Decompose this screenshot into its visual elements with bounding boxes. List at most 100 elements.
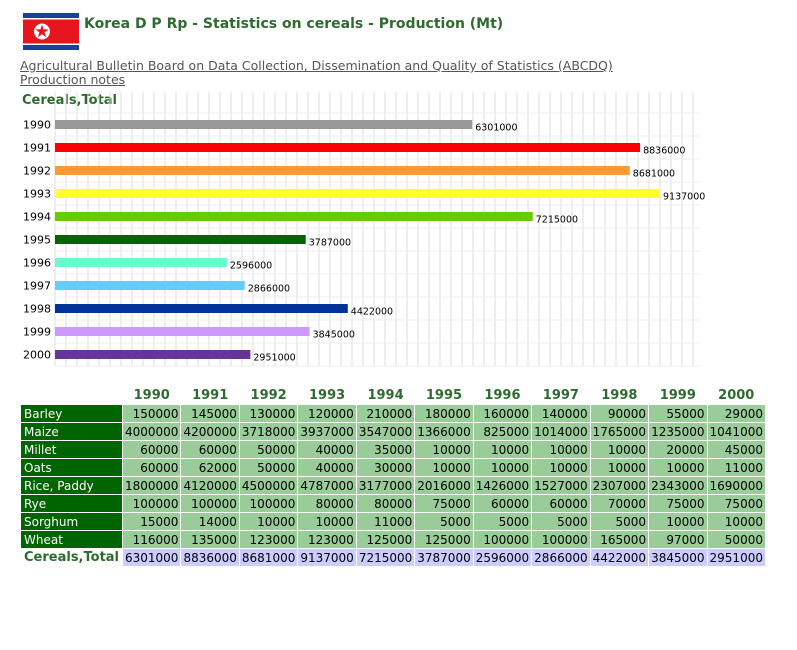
bar-1994 [55, 212, 533, 221]
table-cell: 123000 [298, 531, 356, 548]
table-cell: 10000 [590, 459, 649, 476]
table-cell: 15000 [123, 513, 181, 530]
row-label: Barley [21, 405, 122, 422]
row-label: Rice, Paddy [21, 477, 122, 494]
table-cell: 3177000 [356, 477, 415, 494]
table-cell: 1800000 [123, 477, 181, 494]
table-cell: 100000 [239, 495, 298, 512]
table-cell: 4000000 [123, 423, 181, 440]
table-cell: 10000 [298, 513, 356, 530]
table-cell: 1527000 [532, 477, 590, 494]
data-label-1999: 3845000 [313, 330, 355, 341]
year-header-1998: 1998 [590, 387, 649, 404]
bar-1995 [55, 235, 306, 244]
table-cell: 3547000 [356, 423, 415, 440]
year-header-2000: 2000 [707, 387, 765, 404]
year-header-1992: 1992 [239, 387, 298, 404]
table-cell: 2343000 [649, 477, 707, 494]
table-cell: 120000 [298, 405, 356, 422]
data-label-1992: 8681000 [633, 169, 675, 180]
table-cell: 145000 [181, 405, 239, 422]
north-korea-flag-icon [23, 13, 79, 50]
data-label-1997: 2866000 [248, 284, 290, 295]
year-tick-label: 1999 [23, 326, 51, 339]
table-row: Wheat 116000 135000 123000 123000 125000 12500… [21, 531, 765, 548]
table-cell: 5000 [590, 513, 649, 530]
year-tick-label: 1991 [23, 142, 51, 155]
table-cell: 100000 [181, 495, 239, 512]
year-tick-label: 1997 [23, 280, 51, 293]
table-cell: 1765000 [590, 423, 649, 440]
table-cell: 75000 [707, 495, 765, 512]
table-cell: 1690000 [707, 477, 765, 494]
table-cell: 160000 [473, 405, 532, 422]
data-label-1994: 7215000 [536, 215, 578, 226]
table-cell: 1235000 [649, 423, 707, 440]
table-cell: 75000 [415, 495, 473, 512]
bulletin-link[interactable]: Agricultural Bulletin Board on Data Coll… [20, 58, 613, 73]
table-cell: 40000 [298, 459, 356, 476]
table-row: Sorghum 15000 14000 10000 10000 11000 5000 5000… [21, 513, 765, 530]
table-cell: 125000 [415, 531, 473, 548]
table-cell: 62000 [181, 459, 239, 476]
table-cell: 1426000 [473, 477, 532, 494]
table-row: Oats 60000 62000 50000 40000 30000 10000 10000 1… [21, 459, 765, 476]
table-cell: 2016000 [415, 477, 473, 494]
table-cell: 97000 [649, 531, 707, 548]
table-cell: 100000 [123, 495, 181, 512]
table-cell: 2951000 [707, 549, 765, 566]
table-cell: 80000 [298, 495, 356, 512]
data-label-1991: 8836000 [643, 146, 685, 157]
bar-1992 [55, 166, 630, 175]
table-cell: 116000 [123, 531, 181, 548]
cereals-total-bar-chart: 1990 6301000 1991 8836000 1992 8681000 1993 913… [23, 92, 705, 367]
table-cell: 10000 [473, 459, 532, 476]
table-cell: 9137000 [298, 549, 356, 566]
table-cell: 2596000 [473, 549, 532, 566]
table-cell: 100000 [473, 531, 532, 548]
table-cell: 55000 [649, 405, 707, 422]
table-cell: 5000 [532, 513, 590, 530]
year-header-1990: 1990 [123, 387, 181, 404]
table-cell: 3787000 [415, 549, 473, 566]
table-cell: 150000 [123, 405, 181, 422]
year-tick-label: 2000 [23, 349, 51, 362]
table-cell: 50000 [239, 459, 298, 476]
table-cell: 1014000 [532, 423, 590, 440]
table-cell: 3718000 [239, 423, 298, 440]
table-row: Rice, Paddy 1800000 4120000 4500000 4787000 3… [21, 477, 765, 494]
table-cell: 20000 [649, 441, 707, 458]
data-label-2000: 2951000 [253, 353, 295, 364]
year-tick-label: 1998 [23, 303, 51, 316]
table-cell: 14000 [181, 513, 239, 530]
year-header-1997: 1997 [532, 387, 590, 404]
production-notes-link[interactable]: Production notes [20, 72, 126, 87]
bar-1990 [55, 120, 473, 129]
table-cell: 90000 [590, 405, 649, 422]
year-header-1994: 1994 [356, 387, 415, 404]
table-row: Barley 150000 145000 130000 120000 210000 1800… [21, 405, 765, 422]
table-row: Millet 60000 60000 50000 40000 35000 10000 1000… [21, 441, 765, 458]
table-cell: 3937000 [298, 423, 356, 440]
year-header-1995: 1995 [415, 387, 473, 404]
table-cell: 5000 [473, 513, 532, 530]
table-cell: 10000 [532, 459, 590, 476]
table-cell: 5000 [415, 513, 473, 530]
table-cell: 60000 [532, 495, 590, 512]
row-label: Wheat [21, 531, 122, 548]
table-cell: 60000 [123, 441, 181, 458]
table-cell: 70000 [590, 495, 649, 512]
table-cell: 1366000 [415, 423, 473, 440]
table-cell: 125000 [356, 531, 415, 548]
table-cell: 100000 [532, 531, 590, 548]
bar-1999 [55, 327, 310, 336]
year-tick-label: 1995 [23, 234, 51, 247]
table-cell: 140000 [532, 405, 590, 422]
year-tick-label: 1990 [23, 119, 51, 132]
table-cell: 40000 [298, 441, 356, 458]
table-cell: 825000 [473, 423, 532, 440]
table-cell: 10000 [473, 441, 532, 458]
table-cell: 4200000 [181, 423, 239, 440]
table-cell: 10000 [649, 513, 707, 530]
bar-1991 [55, 143, 641, 152]
